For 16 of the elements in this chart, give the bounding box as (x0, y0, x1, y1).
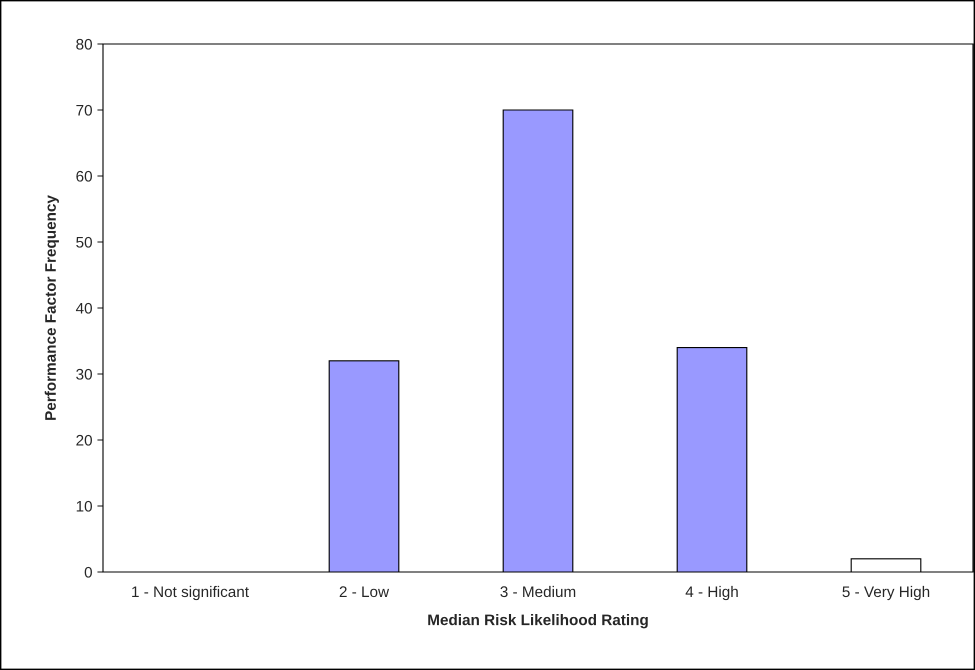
y-tick-label: 70 (76, 104, 92, 116)
y-tick-label: 60 (76, 170, 92, 182)
x-tick-label: 3 - Medium (500, 586, 576, 598)
x-axis-title: Median Risk Likelihood Rating (428, 614, 648, 628)
y-tick-label: 80 (76, 38, 92, 50)
x-tick-label: 1 - Not significant (132, 586, 249, 600)
x-tick-label: 2 - Low (340, 586, 390, 598)
x-tick-label: 5 - Very High (842, 586, 930, 600)
y-tick-label: 50 (76, 236, 92, 248)
y-tick-label: 30 (76, 368, 92, 380)
y-tick-label: 20 (76, 434, 92, 446)
y-tick-label: 40 (76, 302, 92, 314)
y-axis-title: Performance Factor Frequency (44, 195, 59, 420)
y-tick-label: 0 (84, 566, 92, 578)
y-tick-label: 10 (76, 500, 92, 512)
x-tick-label: 4 - High (686, 586, 738, 600)
